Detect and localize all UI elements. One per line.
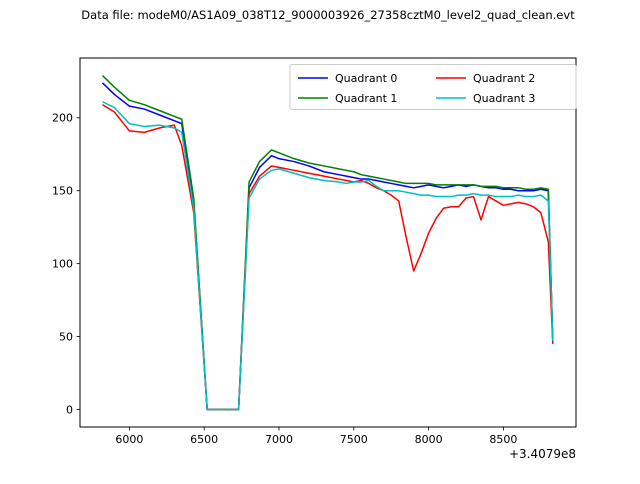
y-tick-label: 100 <box>52 257 73 270</box>
x-tick-label: 6000 <box>115 433 143 446</box>
y-tick-label: 150 <box>52 185 73 198</box>
y-tick-label: 0 <box>66 403 73 416</box>
plot-area: 6000 6500 7000 7500 8000 8500 0 50 100 150 200 Quad… <box>52 57 577 446</box>
y-tick-label: 50 <box>59 330 73 343</box>
x-axis-offset-label: +3.4079e8 <box>509 447 576 461</box>
legend-label-quadrant-3: Quadrant 3 <box>473 92 535 105</box>
x-tick-label: 7500 <box>340 433 368 446</box>
legend-box <box>289 64 577 110</box>
legend-label-quadrant-1: Quadrant 1 <box>335 92 397 105</box>
chart-title: Data file: modeM0/AS1A09_038T12_90000039… <box>81 8 575 22</box>
legend-label-quadrant-0: Quadrant 0 <box>335 72 397 85</box>
x-tick-label: 7000 <box>265 433 293 446</box>
legend-label-quadrant-2: Quadrant 2 <box>473 72 535 85</box>
y-tick-label: 200 <box>52 112 73 125</box>
x-tick-label: 8500 <box>489 433 517 446</box>
axes-frame <box>79 57 577 428</box>
x-tick-label: 6500 <box>190 433 218 446</box>
x-tick-label: 8000 <box>415 433 443 446</box>
series-line-quadrant-3 <box>102 101 554 411</box>
